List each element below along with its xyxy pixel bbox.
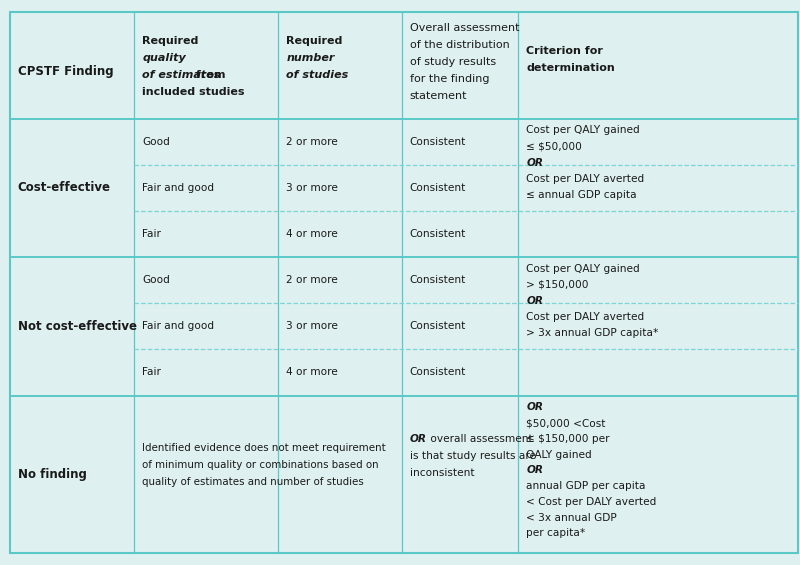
Text: QALY gained: QALY gained	[526, 450, 592, 459]
Text: included studies: included studies	[142, 86, 245, 97]
Text: Consistent: Consistent	[410, 321, 466, 331]
Text: Fair: Fair	[142, 367, 162, 377]
Bar	[134, 396, 798, 553]
Text: OR: OR	[526, 466, 543, 475]
Text: Good: Good	[142, 275, 170, 285]
Text: annual GDP per capita: annual GDP per capita	[526, 481, 646, 491]
Text: for the finding: for the finding	[410, 74, 489, 84]
Text: Consistent: Consistent	[410, 367, 466, 377]
Text: < 3x annual GDP: < 3x annual GDP	[526, 512, 617, 523]
Text: statement: statement	[410, 91, 467, 101]
Text: OR: OR	[526, 296, 543, 306]
Text: Required: Required	[142, 36, 202, 46]
Text: 4 or more: 4 or more	[286, 367, 338, 377]
Text: quality: quality	[142, 53, 186, 63]
Text: is that study results are: is that study results are	[410, 451, 536, 462]
Text: > $150,000: > $150,000	[526, 280, 589, 290]
Text: Cost per DALY averted: Cost per DALY averted	[526, 174, 645, 184]
Text: Consistent: Consistent	[410, 229, 466, 239]
Text: < Cost per DALY averted: < Cost per DALY averted	[526, 497, 657, 507]
Text: No finding: No finding	[18, 467, 86, 481]
Text: 3 or more: 3 or more	[286, 183, 338, 193]
Text: of minimum quality or combinations based on: of minimum quality or combinations based…	[142, 460, 379, 470]
Text: Cost per QALY gained: Cost per QALY gained	[526, 264, 640, 274]
Text: OR: OR	[526, 158, 543, 168]
Text: inconsistent: inconsistent	[410, 468, 474, 479]
Text: $50,000 <Cost: $50,000 <Cost	[526, 418, 606, 428]
Text: Required: Required	[286, 36, 346, 46]
Text: OR: OR	[526, 402, 543, 412]
Text: number: number	[286, 53, 334, 63]
Text: quality of estimates and number of studies: quality of estimates and number of studi…	[142, 477, 364, 487]
Text: 4 or more: 4 or more	[286, 229, 338, 239]
Text: 2 or more: 2 or more	[286, 137, 338, 147]
Text: Consistent: Consistent	[410, 275, 466, 285]
Text: ≤ $150,000 per: ≤ $150,000 per	[526, 434, 610, 444]
Text: Cost per DALY averted: Cost per DALY averted	[526, 312, 645, 322]
Bar	[134, 257, 798, 395]
Text: Overall assessment: Overall assessment	[410, 23, 519, 33]
Text: Fair and good: Fair and good	[142, 183, 214, 193]
Text: > 3x annual GDP capita*: > 3x annual GDP capita*	[526, 328, 658, 338]
Bar	[134, 119, 798, 257]
Text: Cost per QALY gained: Cost per QALY gained	[526, 125, 640, 136]
Text: ≤ annual GDP capita: ≤ annual GDP capita	[526, 190, 637, 200]
Text: ≤ $50,000: ≤ $50,000	[526, 141, 582, 151]
Text: OR: OR	[410, 434, 426, 445]
Text: from: from	[192, 69, 226, 80]
Text: 2 or more: 2 or more	[286, 275, 338, 285]
Text: of studies: of studies	[286, 69, 349, 80]
Text: Cost-effective: Cost-effective	[18, 181, 110, 194]
Text: Consistent: Consistent	[410, 137, 466, 147]
Text: per capita*: per capita*	[526, 528, 586, 538]
Text: Fair: Fair	[142, 229, 162, 239]
Text: Not cost-effective: Not cost-effective	[18, 320, 137, 333]
Text: 3 or more: 3 or more	[286, 321, 338, 331]
Text: of study results: of study results	[410, 57, 496, 67]
Text: Fair and good: Fair and good	[142, 321, 214, 331]
Text: determination: determination	[526, 63, 615, 73]
Text: CPSTF Finding: CPSTF Finding	[18, 64, 114, 78]
Text: of estimates: of estimates	[142, 69, 221, 80]
Text: overall assessment: overall assessment	[427, 434, 533, 445]
Text: Consistent: Consistent	[410, 183, 466, 193]
Text: Criterion for: Criterion for	[526, 46, 603, 57]
Text: Identified evidence does not meet requirement: Identified evidence does not meet requir…	[142, 443, 386, 453]
Text: Good: Good	[142, 137, 170, 147]
Text: of the distribution: of the distribution	[410, 40, 510, 50]
